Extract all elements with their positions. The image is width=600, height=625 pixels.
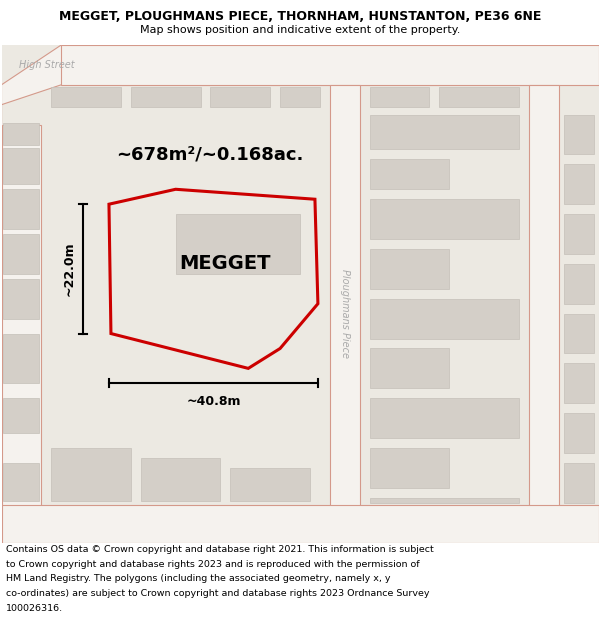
- Text: ~40.8m: ~40.8m: [186, 395, 241, 408]
- Text: ~22.0m: ~22.0m: [62, 241, 75, 296]
- Polygon shape: [4, 463, 40, 501]
- Polygon shape: [563, 363, 593, 403]
- Text: ~678m²/~0.168ac.: ~678m²/~0.168ac.: [116, 146, 304, 164]
- Polygon shape: [211, 87, 270, 107]
- Polygon shape: [61, 45, 599, 85]
- Polygon shape: [370, 448, 449, 488]
- Polygon shape: [563, 164, 593, 204]
- Polygon shape: [280, 87, 320, 107]
- Polygon shape: [563, 463, 593, 503]
- Polygon shape: [4, 189, 40, 229]
- Polygon shape: [563, 413, 593, 453]
- Polygon shape: [51, 448, 131, 501]
- Polygon shape: [370, 249, 449, 289]
- Polygon shape: [4, 122, 40, 144]
- Polygon shape: [370, 498, 519, 502]
- Text: MEGGET: MEGGET: [179, 254, 271, 273]
- Polygon shape: [370, 349, 449, 388]
- Polygon shape: [4, 234, 40, 274]
- Polygon shape: [2, 124, 41, 542]
- Polygon shape: [4, 279, 40, 319]
- Polygon shape: [4, 149, 40, 184]
- Polygon shape: [563, 114, 593, 154]
- Text: 100026316.: 100026316.: [6, 604, 63, 613]
- Polygon shape: [370, 114, 519, 149]
- Text: Map shows position and indicative extent of the property.: Map shows position and indicative extent…: [140, 25, 460, 35]
- Polygon shape: [529, 85, 559, 542]
- Polygon shape: [176, 214, 300, 274]
- Text: to Crown copyright and database rights 2023 and is reproduced with the permissio: to Crown copyright and database rights 2…: [6, 560, 419, 569]
- Polygon shape: [141, 458, 220, 501]
- Polygon shape: [563, 264, 593, 304]
- Polygon shape: [370, 87, 430, 107]
- Polygon shape: [563, 214, 593, 254]
- Text: Contains OS data © Crown copyright and database right 2021. This information is : Contains OS data © Crown copyright and d…: [6, 545, 434, 554]
- Polygon shape: [439, 87, 519, 107]
- Text: co-ordinates) are subject to Crown copyright and database rights 2023 Ordnance S: co-ordinates) are subject to Crown copyr…: [6, 589, 430, 598]
- Polygon shape: [330, 85, 360, 542]
- Polygon shape: [370, 299, 519, 339]
- Polygon shape: [51, 87, 121, 107]
- Text: HM Land Registry. The polygons (including the associated geometry, namely x, y: HM Land Registry. The polygons (includin…: [6, 574, 391, 584]
- Polygon shape: [2, 45, 121, 124]
- Polygon shape: [230, 468, 310, 501]
- Polygon shape: [4, 334, 40, 383]
- Polygon shape: [370, 199, 519, 239]
- Text: MEGGET, PLOUGHMANS PIECE, THORNHAM, HUNSTANTON, PE36 6NE: MEGGET, PLOUGHMANS PIECE, THORNHAM, HUNS…: [59, 10, 541, 23]
- Text: High Street: High Street: [19, 60, 75, 70]
- Polygon shape: [370, 159, 449, 189]
- Polygon shape: [2, 505, 599, 542]
- Polygon shape: [370, 398, 519, 438]
- Text: Ploughmans Piece: Ploughmans Piece: [340, 269, 350, 358]
- Polygon shape: [131, 87, 200, 107]
- Polygon shape: [4, 398, 40, 433]
- Polygon shape: [563, 314, 593, 354]
